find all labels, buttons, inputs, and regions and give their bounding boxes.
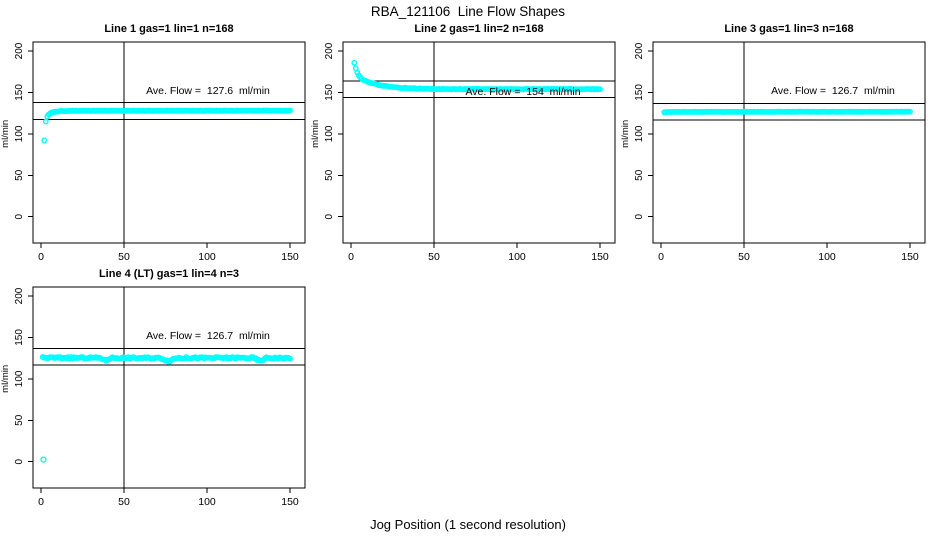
x-tick-label: 50	[118, 496, 130, 508]
data-point	[41, 137, 48, 144]
y-tick-label: 50	[634, 169, 645, 181]
y-tick-label: 100	[14, 370, 25, 387]
data-points	[661, 108, 913, 116]
plot-box	[652, 41, 926, 244]
y-tick-label: 50	[14, 414, 25, 426]
ave-flow-annotation-1: Ave. Flow = 127.6 ml/min	[146, 85, 270, 97]
y-tick-label: 0	[14, 458, 25, 464]
y-tick-label: 100	[14, 125, 25, 142]
data-point	[597, 86, 603, 93]
data-point	[287, 355, 293, 362]
data-point	[907, 108, 913, 115]
y-tick-label: 100	[324, 125, 335, 142]
ave-flow-annotation-4: Ave. Flow = 126.7 ml/min	[146, 330, 270, 342]
outlier-point	[40, 456, 47, 463]
x-tick-label: 50	[118, 251, 130, 263]
x-tick-label: 0	[348, 251, 354, 263]
x-tick-label: 100	[198, 251, 216, 263]
x-tick-label: 0	[658, 251, 664, 263]
x-tick-label: 50	[428, 251, 440, 263]
y-tick-label: 200	[14, 42, 25, 59]
y-tick-label: 100	[634, 125, 645, 142]
panel-title-line-3: Line 3 gas=1 lin=3 n=168	[724, 23, 854, 35]
x-tick-label: 150	[281, 496, 299, 508]
plot-box	[342, 41, 616, 244]
y-axis-title: ml/min	[0, 120, 11, 148]
x-tick-label: 100	[198, 496, 216, 508]
y-tick-label: 200	[14, 287, 25, 304]
plot-box	[32, 41, 306, 244]
y-tick-label: 150	[634, 84, 645, 101]
data-points	[39, 354, 293, 463]
ave-flow-annotation-2: Ave. Flow = 154 ml/min	[465, 86, 581, 98]
y-axis-title: ml/min	[0, 365, 11, 393]
data-point	[287, 107, 293, 114]
y-tick-label: 200	[634, 42, 645, 59]
y-tick-label: 150	[324, 84, 335, 101]
y-axis-title: ml/min	[620, 120, 631, 148]
y-tick-label: 50	[324, 169, 335, 181]
y-tick-label: 0	[14, 213, 25, 219]
data-points	[351, 59, 603, 93]
panel-title-line-1: Line 1 gas=1 lin=1 n=168	[104, 23, 234, 35]
y-tick-label: 150	[14, 329, 25, 346]
ave-flow-annotation-3: Ave. Flow = 126.7 ml/min	[771, 85, 895, 97]
plot-box	[32, 286, 306, 489]
x-tick-label: 150	[901, 251, 919, 263]
y-tick-label: 0	[634, 213, 645, 219]
y-tick-label: 200	[324, 42, 335, 59]
panel-line-3-plot: 0 50 100 150 200 0 50 100 150 ml/min	[620, 41, 926, 263]
x-tick-label: 100	[508, 251, 526, 263]
x-tick-label: 100	[818, 251, 836, 263]
data-point	[351, 59, 358, 66]
x-tick-label: 0	[38, 251, 44, 263]
y-axis-title: ml/min	[310, 120, 321, 148]
x-axis-label: Jog Position (1 second resolution)	[370, 517, 566, 532]
panel-title-line-4: Line 4 (LT) gas=1 lin=4 n=3	[98, 268, 240, 280]
data-point	[42, 118, 49, 125]
panel-line-4-plot: 0 50 100 150 200 0 50 100 150 ml/min	[0, 286, 306, 508]
x-tick-label: 0	[38, 496, 44, 508]
panel-line-1-plot: 0 50 100 150 200 0 50 100 150 ml/min	[0, 41, 306, 263]
x-tick-label: 150	[591, 251, 609, 263]
y-tick-label: 50	[14, 169, 25, 181]
y-tick-label: 150	[14, 84, 25, 101]
x-tick-label: 150	[281, 251, 299, 263]
data-points	[41, 107, 293, 144]
x-tick-label: 50	[738, 251, 750, 263]
page-title: RBA_121106 Line Flow Shapes	[370, 4, 566, 19]
panel-line-2-plot: 0 50 100 150 200 0 50 100 150 ml/min	[310, 41, 616, 263]
y-tick-label: 0	[324, 213, 335, 219]
panel-title-line-2: Line 2 gas=1 lin=2 n=168	[414, 23, 544, 35]
